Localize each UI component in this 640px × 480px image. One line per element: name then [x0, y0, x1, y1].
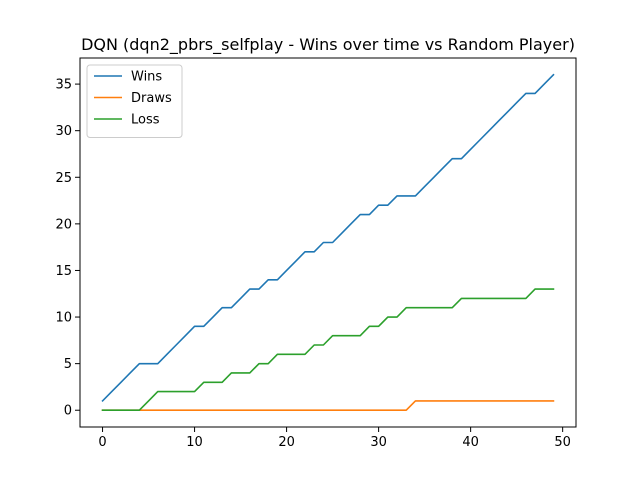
y-tick-label: 20 [55, 217, 72, 232]
x-tick-label: 50 [554, 435, 571, 450]
plot-area [101, 73, 555, 412]
legend-label-draws: Draws [131, 91, 172, 106]
plot-frame [79, 57, 577, 428]
y-tick-label: 30 [55, 124, 72, 139]
x-tick-label: 40 [462, 435, 479, 450]
x-tick-label: 20 [278, 435, 295, 450]
axes: 0 10 20 30 40 50 0 5 10 15 20 25 30 35 [55, 78, 570, 450]
legend-label-wins: Wins [131, 70, 162, 85]
y-tick-label: 5 [64, 357, 72, 372]
chart-title: DQN (dqn2_pbrs_selfplay - Wins over time… [81, 35, 575, 55]
x-tick-label: 0 [98, 435, 106, 450]
legend-label-loss: Loss [131, 113, 160, 128]
y-tick-label: 10 [55, 311, 72, 326]
x-tick-label: 30 [370, 435, 387, 450]
series-line-wins [101, 73, 555, 403]
y-tick-label: 25 [55, 171, 72, 186]
series-line-loss [101, 288, 555, 412]
y-tick-label: 0 [64, 404, 72, 419]
y-tick-label: 35 [55, 78, 72, 93]
legend: Wins Draws Loss [86, 64, 183, 138]
x-tick-label: 10 [186, 435, 203, 450]
y-tick-label: 15 [55, 264, 72, 279]
series-line-draws [101, 400, 555, 412]
